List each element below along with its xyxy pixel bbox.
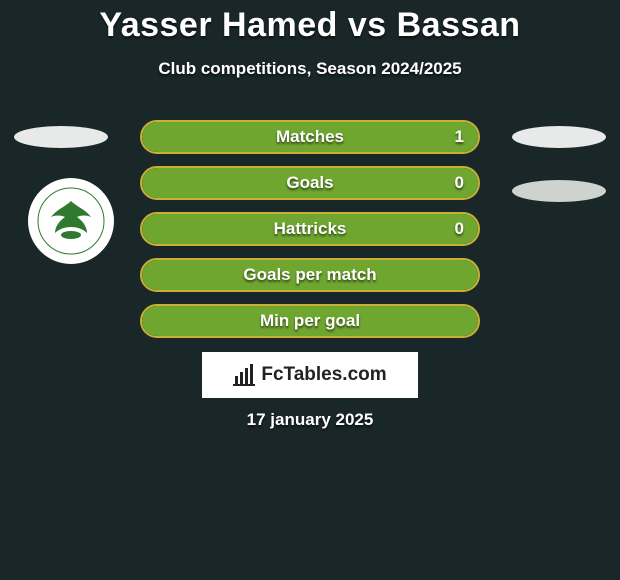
placeholder-ellipse-left [14,126,108,148]
stat-bar: Hattricks0 [140,212,480,246]
stat-bar-label: Matches [142,122,478,152]
brand-text: FcTables.com [261,364,386,386]
bar-chart-icon [233,364,255,386]
stat-bar-label: Min per goal [142,306,478,336]
stat-bar: Min per goal [140,304,480,338]
stat-bar-value: 1 [455,122,464,152]
page-title: Yasser Hamed vs Bassan [0,0,620,45]
stat-bar-label: Goals [142,168,478,198]
stat-bar-value: 0 [455,214,464,244]
placeholder-ellipse-right [512,126,606,148]
stat-bar-label: Hattricks [142,214,478,244]
page-subtitle: Club competitions, Season 2024/2025 [0,59,620,79]
placeholder-ellipse-right-2 [512,180,606,202]
stat-bars: Matches1Goals0Hattricks0Goals per matchM… [140,120,480,350]
club-logo [28,178,114,264]
date-text: 17 january 2025 [0,410,620,430]
stat-bar: Goals per match [140,258,480,292]
stat-bar: Matches1 [140,120,480,154]
stat-bar-value: 0 [455,168,464,198]
stat-bar-label: Goals per match [142,260,478,290]
brand-badge: FcTables.com [202,352,418,398]
stat-bar: Goals0 [140,166,480,200]
eagle-crest-icon [37,187,105,255]
